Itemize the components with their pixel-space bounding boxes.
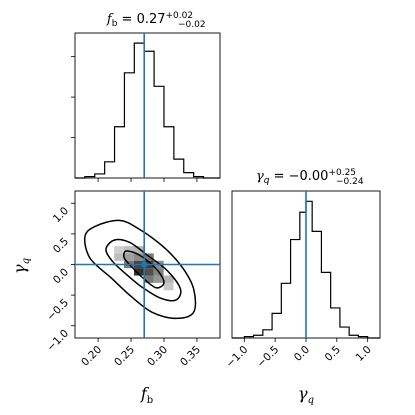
title-gamma-q: γq = −0.00+0.25 (256, 168, 356, 186)
density-cell (153, 275, 164, 283)
xtick-label-gamma-q: 1.0 (353, 344, 373, 364)
xlabel-gamma-q: γq (298, 384, 314, 406)
title-gamma-q-plus: +0.25 (328, 168, 356, 178)
hist-gamma-q-group (232, 191, 380, 339)
density-cell (124, 253, 134, 261)
ticks-group: 0.20 0.25 0.30 0.35−1.0−0.50.00.51.0−1.0 −0.… (45, 56, 374, 371)
title-gamma-q-eq: = −0.00 (269, 169, 328, 184)
title-f-b-lhs: f (106, 12, 114, 27)
title-gamma-q-minus: −0.24 (336, 177, 364, 187)
xtick-label-gamma-q: −0.5 (255, 344, 282, 371)
contour-outer (83, 219, 197, 320)
ylabel-gamma-q-main: γ (10, 264, 29, 274)
joint-group (75, 191, 220, 338)
truth-marker (141, 262, 147, 267)
xlabel-f-b: fb (140, 384, 153, 406)
density-cell (163, 275, 174, 283)
xlabel-f-b-main: f (140, 384, 150, 403)
title-f-b-plus: +0.02 (166, 11, 194, 21)
ytick-label-gamma-q: −1.0 (45, 327, 72, 354)
xtick-label-gamma-q: 0.0 (292, 344, 312, 364)
ytick-label-gamma-q: 0.0 (51, 266, 71, 286)
xtick-label-gamma-q: 0.5 (323, 344, 343, 364)
title-f-b: fb = 0.27+0.02 (106, 11, 193, 29)
ytick-label-gamma-q: 1.0 (51, 205, 71, 225)
ytick-label-gamma-q: 0.5 (51, 236, 71, 256)
title-gamma-q-lhs: γ (256, 169, 264, 184)
xtick-label-f-b: 0.35 (178, 344, 203, 369)
density-cell (143, 268, 154, 276)
ylabel-gamma-q-sub: q (21, 258, 32, 264)
contour-middle (105, 238, 182, 302)
density-cell (114, 253, 125, 261)
title-f-b-minus: −0.02 (178, 20, 206, 30)
xtick-label-gamma-q: −1.0 (224, 344, 251, 371)
hist-f-b-steps (75, 42, 220, 179)
xtick-label-f-b: 0.20 (79, 344, 104, 369)
title-f-b-sub: b (112, 19, 118, 29)
xtick-label-f-b: 0.30 (145, 344, 170, 369)
title-gamma-q-sub: q (264, 176, 270, 186)
density-cell (133, 246, 144, 254)
xtick-label-f-b: 0.25 (112, 344, 137, 369)
density-cell (133, 253, 144, 261)
density-cell (124, 246, 134, 254)
density-cell (114, 246, 125, 254)
xlabel-gamma-q-sub: q (308, 395, 314, 406)
ytick-label-gamma-q: −0.5 (45, 297, 72, 324)
title-f-b-eq: = 0.27 (117, 12, 165, 27)
ylabel-gamma-q: γq (10, 258, 32, 274)
density-cell (133, 268, 144, 276)
xlabel-f-b-sub: b (147, 395, 153, 406)
panel-hist-f-b (74, 32, 221, 179)
density-cell (163, 282, 174, 291)
xlabel-gamma-q-main: γ (298, 384, 308, 403)
density-cell (143, 275, 154, 283)
hist-f-b-group (75, 33, 220, 179)
